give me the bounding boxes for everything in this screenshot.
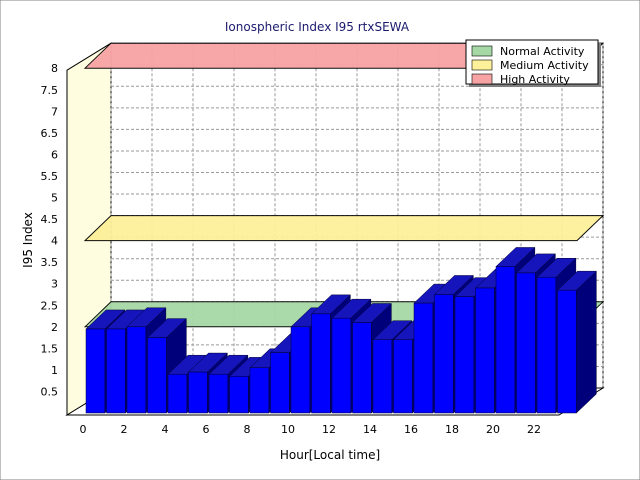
y-tick-label: 2.5 <box>41 299 59 312</box>
bar-front <box>413 302 434 414</box>
bar-front <box>167 373 188 414</box>
bar-front <box>475 287 495 414</box>
y-tick-label: 0.5 <box>41 385 59 398</box>
x-tick-label: 10 <box>281 423 295 436</box>
bar-front <box>516 272 536 414</box>
legend-swatch <box>471 59 493 71</box>
bar-front <box>393 339 413 414</box>
bar-front <box>434 294 454 414</box>
x-tick-label: 2 <box>121 423 128 436</box>
bar-front <box>126 326 147 414</box>
y-tick-label: 5 <box>51 192 58 205</box>
legend-label: Normal Activity <box>500 45 585 58</box>
bar-front <box>270 352 290 414</box>
x-tick-label: 20 <box>486 423 500 436</box>
y-tick-label: 4 <box>51 235 58 248</box>
bar-front <box>331 317 352 414</box>
bar <box>556 270 597 414</box>
x-tick-label: 18 <box>445 423 459 436</box>
bar-front <box>311 313 331 414</box>
legend-label: High Activity <box>500 73 570 86</box>
x-tick-label: 22 <box>527 423 541 436</box>
legend-swatch <box>471 73 493 85</box>
x-axis-label: Hour[Local time] <box>280 448 380 462</box>
x-tick-label: 0 <box>80 423 87 436</box>
x-tick-label: 8 <box>244 423 251 436</box>
bar-front <box>557 289 577 414</box>
y-tick-label: 6 <box>51 148 58 161</box>
x-tick-label: 6 <box>203 423 210 436</box>
x-tick-label: 14 <box>363 423 377 436</box>
bar-front <box>188 371 208 414</box>
y-tick-label: 1 <box>51 364 58 377</box>
bar-side <box>576 270 597 414</box>
bar-front <box>229 376 249 414</box>
y-axis-label: I95 Index <box>21 212 35 268</box>
bar-front <box>454 296 475 414</box>
y-tick-label: 3.5 <box>41 256 59 269</box>
y-tick-label: 2 <box>51 321 58 334</box>
y-tick-label: 6.5 <box>41 127 59 140</box>
x-tick-label: 16 <box>404 423 418 436</box>
legend-label: Medium Activity <box>500 59 589 72</box>
bar-front <box>106 328 126 414</box>
bar-front <box>352 322 372 414</box>
bar-front <box>208 373 229 414</box>
bar-front <box>249 367 270 414</box>
bar-front <box>372 339 393 414</box>
y-tick-label: 5.5 <box>41 170 59 183</box>
y-tick-label: 3 <box>51 278 58 291</box>
band-plane <box>83 215 605 242</box>
x-tick-label: 12 <box>322 423 336 436</box>
y-tick-label: 8 <box>51 62 58 75</box>
y-tick-label: 7.5 <box>41 84 59 97</box>
y-tick-label: 1.5 <box>41 342 59 355</box>
bar-front <box>147 337 167 414</box>
legend-swatch <box>471 45 493 57</box>
bar-front <box>536 276 557 414</box>
bar-front <box>85 328 106 414</box>
bar-front <box>495 266 516 414</box>
x-tick-label: 4 <box>162 423 169 436</box>
y-tick-label: 4.5 <box>41 213 59 226</box>
bar-front <box>290 326 311 414</box>
y-tick-label: 7 <box>51 105 58 118</box>
chart-title: Ionospheric Index I95 rtxSEWA <box>225 20 410 34</box>
